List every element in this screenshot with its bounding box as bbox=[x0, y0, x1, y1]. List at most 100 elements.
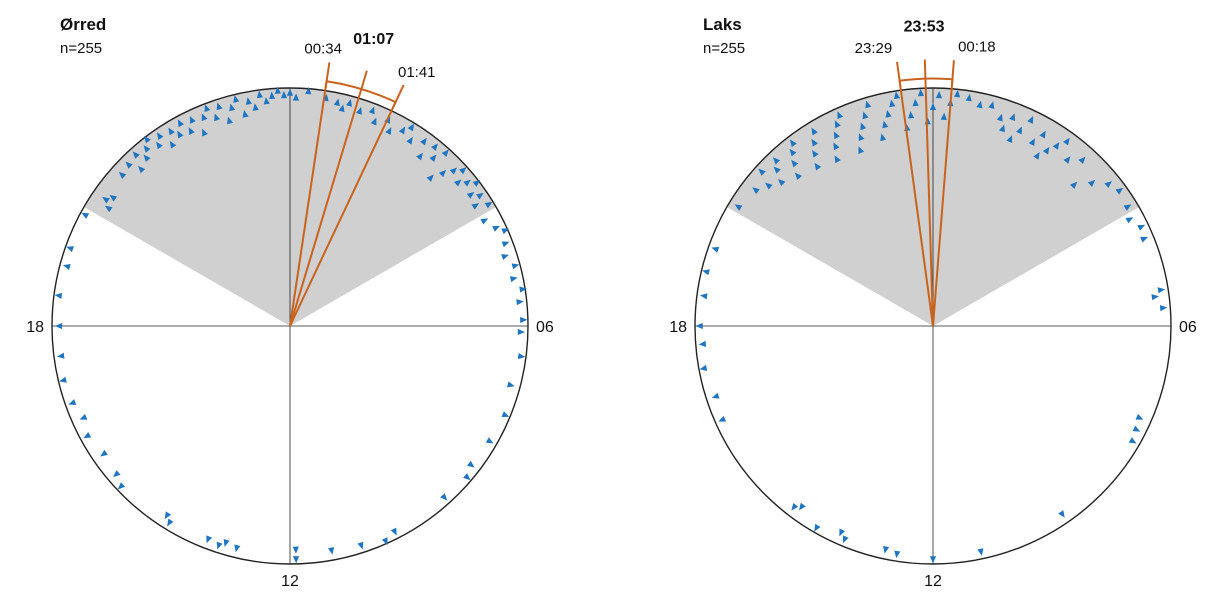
hour-label-06: 06 bbox=[536, 319, 554, 336]
data-point bbox=[1028, 138, 1035, 147]
ci-high-label: 00:18 bbox=[958, 38, 996, 55]
data-point bbox=[912, 98, 919, 107]
data-point bbox=[143, 145, 151, 153]
data-point bbox=[68, 399, 77, 405]
data-point bbox=[865, 100, 872, 109]
data-point bbox=[280, 91, 288, 99]
data-point bbox=[1123, 204, 1132, 211]
data-point bbox=[144, 135, 151, 144]
data-point bbox=[368, 106, 375, 115]
data-point bbox=[177, 130, 184, 139]
data-point bbox=[274, 86, 281, 94]
ci-low-line bbox=[896, 61, 934, 327]
data-point bbox=[1087, 179, 1096, 187]
mean-line bbox=[289, 70, 368, 327]
data-point bbox=[953, 89, 961, 98]
hour-label-12: 12 bbox=[924, 573, 942, 590]
data-point bbox=[789, 148, 797, 157]
data-point bbox=[860, 122, 867, 131]
data-point bbox=[156, 132, 164, 140]
data-point bbox=[1135, 413, 1144, 420]
data-point bbox=[214, 113, 221, 122]
data-point bbox=[177, 119, 184, 128]
data-point bbox=[104, 205, 113, 213]
data-point bbox=[811, 127, 818, 136]
data-point bbox=[83, 432, 92, 439]
data-point bbox=[1006, 135, 1013, 144]
data-point bbox=[1115, 187, 1124, 195]
data-point bbox=[509, 276, 518, 283]
data-point bbox=[132, 151, 140, 159]
data-point bbox=[965, 93, 972, 102]
data-point bbox=[463, 179, 471, 187]
data-point bbox=[1137, 224, 1146, 231]
data-point bbox=[256, 90, 264, 99]
data-point bbox=[811, 149, 819, 158]
mean-time-label: 01:07 bbox=[353, 31, 394, 48]
data-point bbox=[1039, 130, 1046, 139]
data-point bbox=[167, 518, 174, 527]
data-point bbox=[977, 548, 984, 556]
data-point bbox=[699, 364, 708, 372]
data-point bbox=[698, 340, 707, 347]
data-point bbox=[520, 316, 528, 324]
data-point bbox=[1125, 217, 1134, 224]
data-point bbox=[118, 171, 127, 180]
data-point bbox=[718, 415, 727, 422]
data-point bbox=[59, 376, 67, 383]
ci-arc-tick bbox=[391, 100, 397, 109]
circular-plot-laks: Laks n=255 06 12 18 23:29 23:53 00:18 bbox=[669, 15, 1197, 590]
data-point bbox=[858, 146, 865, 155]
data-point bbox=[837, 111, 844, 120]
data-point bbox=[204, 104, 211, 113]
data-point bbox=[476, 192, 484, 200]
data-point bbox=[485, 437, 494, 444]
data-point bbox=[1140, 236, 1148, 243]
data-point bbox=[357, 541, 364, 550]
data-point bbox=[54, 292, 63, 300]
data-point bbox=[454, 179, 462, 187]
data-point bbox=[416, 152, 423, 161]
data-point bbox=[773, 166, 781, 174]
data-point bbox=[338, 104, 345, 113]
data-point bbox=[227, 116, 233, 125]
data-point bbox=[216, 102, 223, 111]
data-point bbox=[125, 161, 133, 169]
data-point bbox=[1159, 305, 1168, 312]
data-point bbox=[882, 120, 889, 129]
data-point bbox=[519, 286, 527, 293]
data-point bbox=[305, 86, 312, 95]
data-point bbox=[138, 165, 146, 174]
data-point bbox=[883, 545, 890, 554]
data-point bbox=[407, 123, 415, 132]
data-point bbox=[216, 541, 223, 550]
data-point bbox=[885, 110, 892, 118]
data-point bbox=[328, 547, 335, 555]
chart-subtitle: n=255 bbox=[703, 40, 745, 57]
data-point bbox=[164, 511, 172, 520]
data-point bbox=[758, 168, 766, 176]
data-point bbox=[1157, 287, 1166, 294]
data-point bbox=[430, 143, 438, 151]
data-point bbox=[799, 502, 806, 511]
data-point bbox=[459, 167, 467, 175]
data-point bbox=[355, 106, 362, 115]
data-point bbox=[466, 192, 475, 199]
data-point bbox=[833, 142, 840, 151]
data-point bbox=[223, 539, 230, 547]
mean-line bbox=[923, 59, 934, 327]
data-points bbox=[54, 86, 528, 564]
data-point bbox=[511, 263, 520, 270]
data-point bbox=[201, 113, 208, 122]
data-point bbox=[789, 139, 797, 148]
chart-title: Ørred bbox=[60, 15, 106, 34]
data-point bbox=[117, 482, 126, 490]
data-point bbox=[333, 98, 340, 107]
data-point bbox=[501, 254, 510, 261]
data-point bbox=[202, 128, 208, 137]
data-point bbox=[794, 172, 802, 180]
ci-low-label: 23:29 bbox=[855, 40, 893, 57]
data-point bbox=[286, 88, 294, 96]
data-point bbox=[702, 269, 710, 276]
hour-label-06: 06 bbox=[1179, 319, 1197, 336]
